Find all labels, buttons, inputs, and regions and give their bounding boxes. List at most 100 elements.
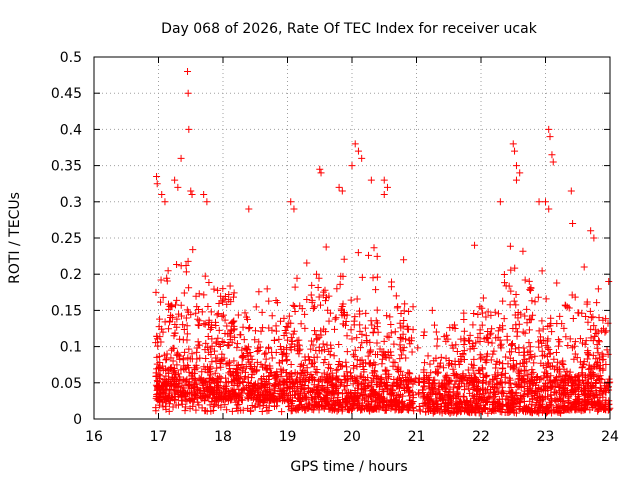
data-point: [329, 374, 337, 382]
data-point: [201, 272, 209, 280]
data-point: [440, 333, 448, 341]
data-point: [591, 332, 599, 340]
data-point: [187, 395, 195, 403]
data-point: [548, 362, 556, 370]
data-point: [521, 355, 529, 363]
data-point: [158, 191, 166, 199]
data-point: [301, 324, 309, 332]
data-point: [490, 376, 498, 384]
data-point: [330, 352, 338, 360]
data-point: [343, 332, 351, 340]
x-tick-label: 17: [150, 429, 168, 445]
data-point: [208, 358, 216, 366]
data-point: [434, 369, 442, 377]
data-point: [399, 392, 407, 400]
data-point: [585, 361, 593, 369]
data-point: [535, 402, 543, 410]
data-point: [172, 380, 180, 388]
data-point: [219, 285, 227, 293]
data-point: [213, 354, 221, 362]
data-point: [178, 400, 186, 408]
data-point: [206, 401, 214, 409]
data-point: [492, 334, 500, 342]
data-point: [226, 282, 234, 290]
data-point: [270, 337, 278, 345]
data-point: [180, 289, 188, 297]
data-point: [396, 380, 404, 388]
data-point: [560, 365, 568, 373]
data-point: [556, 312, 564, 320]
data-point: [583, 300, 591, 308]
data-point: [290, 383, 298, 391]
data-point: [229, 293, 237, 301]
data-point: [335, 358, 343, 366]
data-point: [353, 404, 361, 412]
data-point: [351, 376, 359, 384]
data-point: [538, 267, 546, 275]
data-point: [193, 303, 201, 311]
data-point: [322, 243, 330, 251]
data-point: [364, 398, 372, 406]
data-point: [268, 348, 276, 356]
data-point: [335, 389, 343, 397]
data-point: [605, 375, 613, 383]
data-point: [288, 372, 296, 380]
data-point: [442, 354, 450, 362]
data-point: [309, 341, 317, 349]
data-point: [486, 389, 494, 397]
data-point: [315, 377, 323, 385]
data-point: [436, 362, 444, 370]
data-point: [328, 381, 336, 389]
data-point: [321, 386, 329, 394]
data-point: [187, 187, 195, 195]
data-point: [392, 292, 400, 300]
data-point: [293, 370, 301, 378]
data-point: [576, 335, 584, 343]
data-point: [471, 241, 479, 249]
data-point: [601, 328, 609, 336]
data-point: [460, 327, 468, 335]
data-point: [168, 313, 176, 321]
data-point: [433, 368, 441, 376]
data-point: [335, 376, 343, 384]
data-point: [160, 351, 168, 359]
data-point: [231, 333, 239, 341]
data-point: [188, 355, 196, 363]
data-point: [477, 393, 485, 401]
data-point: [215, 299, 223, 307]
data-point: [453, 404, 461, 412]
data-point: [385, 333, 393, 341]
data-point: [275, 381, 283, 389]
data-point: [579, 379, 587, 387]
data-point: [289, 301, 297, 309]
data-point: [469, 340, 477, 348]
data-point: [449, 365, 457, 373]
data-point: [387, 390, 395, 398]
data-point: [152, 288, 160, 296]
data-point: [351, 140, 359, 148]
data-point: [406, 370, 414, 378]
data-point: [488, 325, 496, 333]
data-point: [307, 345, 315, 353]
data-point: [538, 317, 546, 325]
data-point: [261, 380, 269, 388]
data-point: [335, 340, 343, 348]
data-point: [333, 285, 341, 293]
data-point: [160, 376, 168, 384]
data-point: [491, 308, 499, 316]
data-point: [400, 317, 408, 325]
data-point: [239, 354, 247, 362]
data-point: [205, 394, 213, 402]
data-point: [351, 313, 359, 321]
data-point: [396, 355, 404, 363]
data-point: [293, 274, 301, 282]
data-point: [588, 383, 596, 391]
x-tick-label: 18: [214, 429, 232, 445]
data-point: [389, 358, 397, 366]
data-point: [286, 376, 294, 384]
data-point: [316, 401, 324, 409]
y-tick-label: 0.2: [60, 267, 82, 283]
data-point: [599, 316, 607, 324]
data-point: [464, 408, 472, 416]
data-point: [319, 385, 327, 393]
